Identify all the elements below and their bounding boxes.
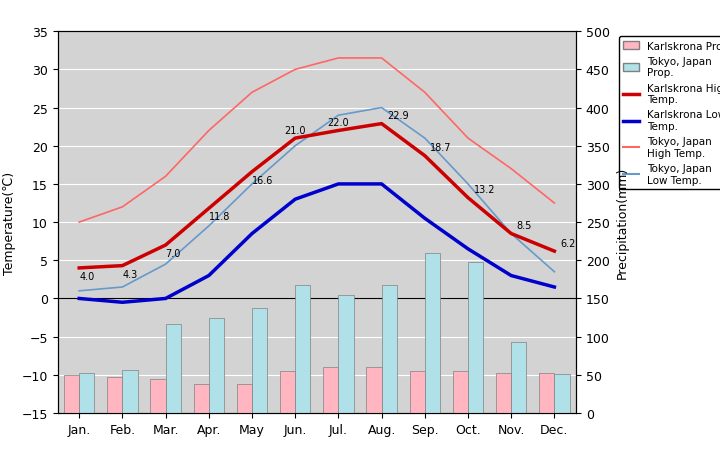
Bar (150, 380, 166, 413)
Bar (237, 384, 252, 413)
Bar (64, 375, 79, 413)
Bar (79, 374, 94, 413)
Text: 22.9: 22.9 (387, 111, 409, 121)
Y-axis label: Precipitation(mm): Precipitation(mm) (616, 167, 629, 279)
Bar (209, 318, 224, 413)
Bar (252, 308, 267, 413)
Bar (280, 371, 295, 413)
Bar (539, 374, 554, 413)
Text: 13.2: 13.2 (474, 185, 495, 195)
Text: 6.2: 6.2 (560, 238, 575, 248)
Text: 22.0: 22.0 (328, 118, 349, 128)
Bar (468, 262, 483, 413)
Bar (323, 367, 338, 413)
Bar (295, 285, 310, 413)
Text: 8.5: 8.5 (517, 220, 532, 230)
Text: 18.7: 18.7 (431, 143, 452, 153)
Y-axis label: Temperature(℃): Temperature(℃) (3, 171, 16, 274)
Text: 21.0: 21.0 (284, 125, 305, 135)
Bar (107, 377, 122, 413)
Text: 11.8: 11.8 (209, 212, 230, 222)
Bar (425, 253, 440, 413)
Bar (382, 285, 397, 413)
Bar (554, 374, 570, 413)
Bar (366, 367, 382, 413)
Bar (453, 371, 468, 413)
Bar (194, 384, 209, 413)
Bar (410, 371, 425, 413)
Bar (338, 296, 354, 413)
Text: 4.0: 4.0 (79, 271, 94, 281)
Bar (122, 370, 138, 413)
Bar (166, 324, 181, 413)
Text: 4.3: 4.3 (122, 269, 138, 279)
Bar (496, 374, 511, 413)
Bar (511, 342, 526, 413)
Legend: Karlskrona Prop., Tokyo, Japan
Prop., Karlskrona High
Temp., Karlskrona Low
Temp: Karlskrona Prop., Tokyo, Japan Prop., Ka… (619, 37, 720, 190)
Text: 7.0: 7.0 (166, 249, 181, 258)
Text: 16.6: 16.6 (252, 175, 274, 185)
